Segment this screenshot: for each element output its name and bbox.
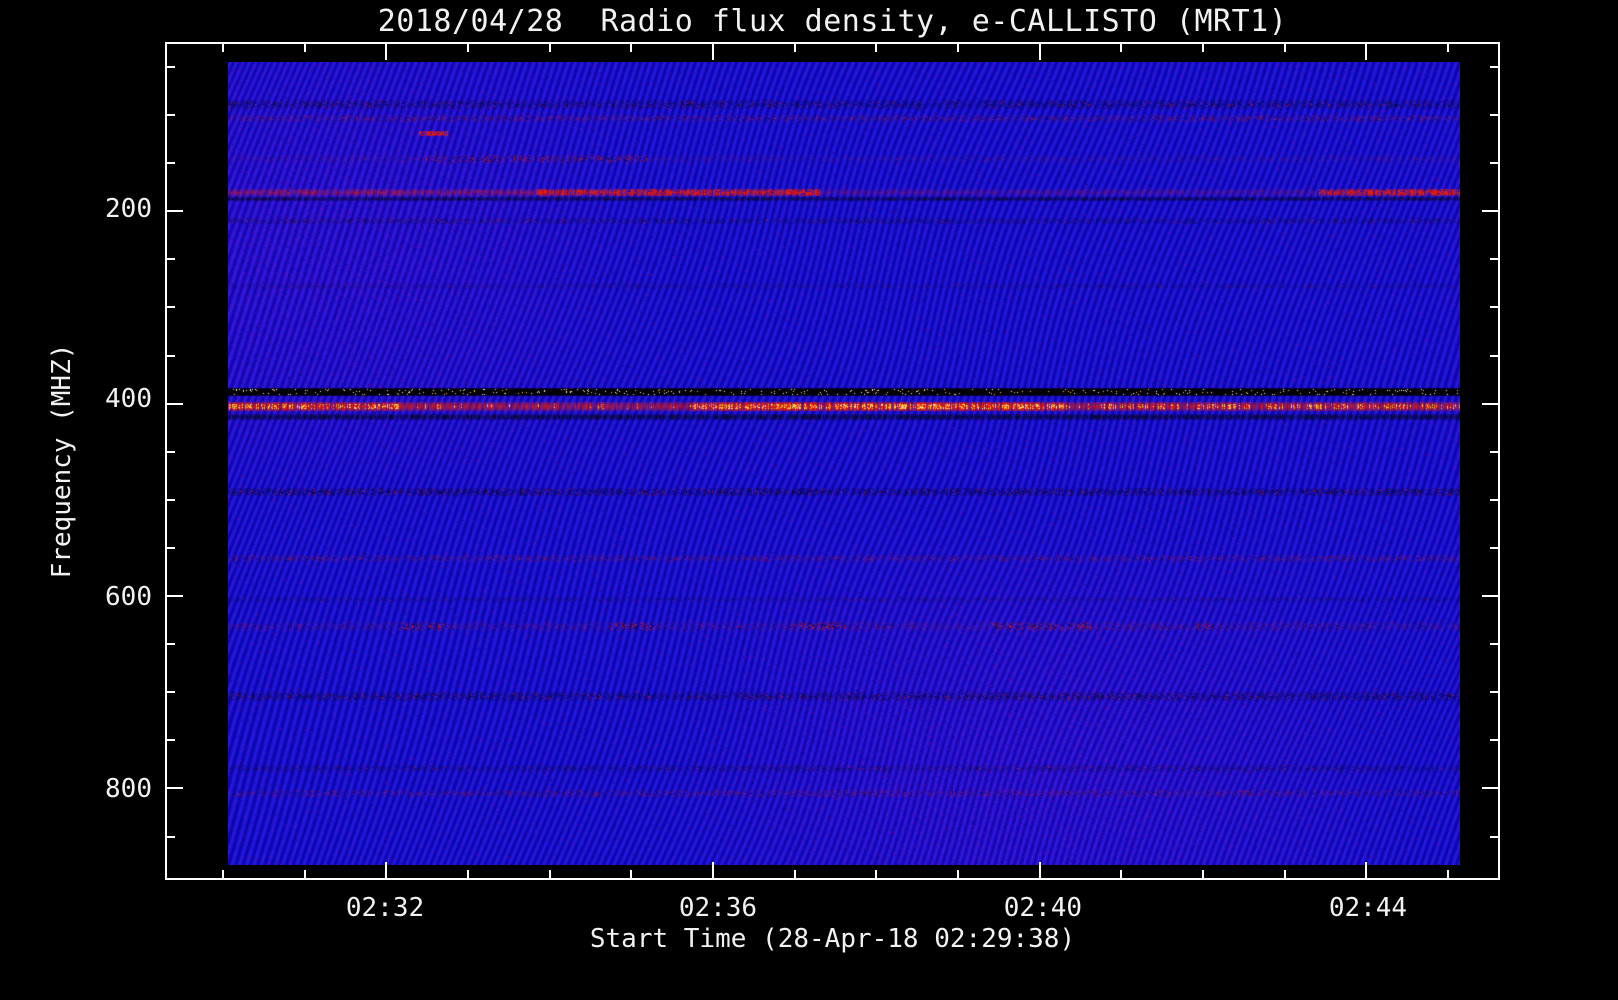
x-major-tick: [385, 862, 388, 878]
x-minor-tick: [1447, 870, 1450, 878]
x-minor-tick: [1202, 870, 1205, 878]
y-minor-tick: [167, 546, 175, 549]
y-major-tick: [1482, 595, 1498, 598]
x-major-tick: [1365, 862, 1368, 878]
y-tick-label: 600: [105, 582, 152, 612]
x-minor-tick: [1120, 870, 1123, 878]
y-minor-tick: [167, 306, 175, 309]
x-minor-tick: [548, 44, 551, 52]
y-minor-tick: [167, 739, 175, 742]
x-minor-tick: [957, 44, 960, 52]
y-minor-tick: [1490, 835, 1498, 838]
y-minor-tick: [167, 258, 175, 261]
x-tick-label: 02:40: [1003, 893, 1083, 923]
x-tick-label: 02:36: [678, 893, 758, 923]
x-minor-tick: [1283, 870, 1286, 878]
x-minor-tick: [875, 44, 878, 52]
x-minor-tick: [222, 44, 224, 52]
y-major-tick: [1482, 787, 1498, 790]
y-minor-tick: [167, 691, 175, 694]
y-minor-tick: [167, 450, 175, 453]
x-major-tick: [1365, 44, 1368, 60]
x-major-tick: [712, 862, 715, 878]
y-minor-tick: [167, 643, 175, 646]
y-minor-tick: [167, 162, 175, 165]
y-minor-tick: [1490, 498, 1498, 501]
x-minor-tick: [793, 44, 796, 52]
x-minor-tick: [548, 870, 551, 878]
y-tick-label: 200: [105, 194, 152, 225]
y-minor-tick: [1490, 306, 1498, 309]
x-axis-label: Start Time (28-Apr-18 02:29:38): [589, 924, 1076, 954]
x-tick-label: 02:32: [345, 893, 425, 923]
y-minor-tick: [167, 114, 175, 116]
y-minor-tick: [1490, 643, 1498, 646]
y-tick-label: 400: [105, 383, 152, 414]
x-minor-tick: [222, 870, 224, 878]
x-minor-tick: [467, 870, 470, 878]
y-minor-tick: [167, 354, 175, 357]
y-minor-tick: [1490, 450, 1498, 453]
y-major-tick: [1482, 210, 1498, 213]
plot-frame: [165, 42, 1500, 880]
y-minor-tick: [1490, 354, 1498, 357]
x-minor-tick: [875, 870, 878, 878]
y-major-tick: [167, 210, 183, 213]
x-minor-tick: [630, 44, 633, 52]
y-minor-tick: [167, 65, 175, 68]
x-major-tick: [385, 44, 388, 60]
y-minor-tick: [1490, 65, 1498, 68]
x-minor-tick: [1447, 44, 1450, 52]
x-major-tick: [1038, 44, 1041, 60]
y-major-tick: [167, 595, 183, 598]
y-minor-tick: [1490, 546, 1498, 549]
x-tick-label: 02:44: [1328, 893, 1408, 923]
y-minor-tick: [1490, 162, 1498, 165]
x-minor-tick: [303, 870, 306, 878]
y-minor-tick: [167, 498, 175, 501]
y-tick-label: 800: [105, 773, 152, 804]
x-minor-tick: [467, 44, 470, 52]
x-minor-tick: [793, 870, 796, 878]
x-major-tick: [712, 44, 715, 60]
y-minor-tick: [1490, 114, 1498, 116]
y-major-tick: [167, 402, 183, 405]
y-minor-tick: [1490, 258, 1498, 261]
y-minor-tick: [1490, 739, 1498, 742]
x-minor-tick: [1202, 44, 1205, 52]
x-minor-tick: [303, 44, 306, 52]
x-minor-tick: [957, 870, 960, 878]
y-major-tick: [167, 787, 183, 790]
x-minor-tick: [1283, 44, 1286, 52]
x-major-tick: [1038, 862, 1041, 878]
x-minor-tick: [1120, 44, 1123, 52]
chart-title: 2018/04/28 Radio flux density, e-CALLIST…: [377, 4, 1288, 39]
y-major-tick: [1482, 402, 1498, 405]
spectrogram-canvas: [228, 62, 1460, 865]
x-minor-tick: [630, 870, 633, 878]
y-minor-tick: [1490, 691, 1498, 694]
y-minor-tick: [167, 835, 175, 838]
